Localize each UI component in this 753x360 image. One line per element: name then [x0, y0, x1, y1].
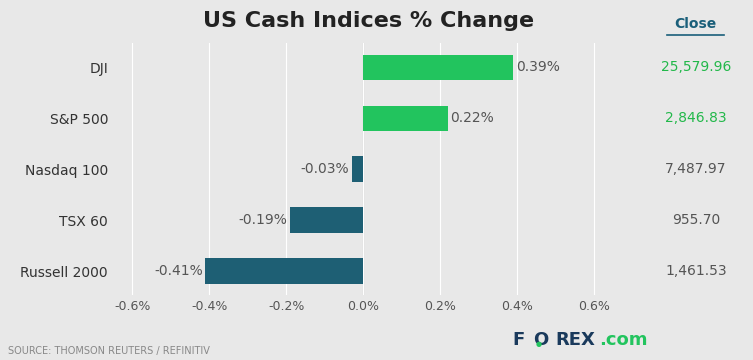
Title: US Cash Indices % Change: US Cash Indices % Change: [203, 10, 535, 31]
Text: -0.03%: -0.03%: [300, 162, 349, 176]
Text: 2,846.83: 2,846.83: [665, 111, 727, 125]
Text: 955.70: 955.70: [672, 213, 720, 227]
Text: REX: REX: [556, 331, 596, 349]
Text: 25,579.96: 25,579.96: [660, 60, 731, 75]
Bar: [352, 157, 363, 182]
Bar: [363, 55, 514, 80]
Text: 0.22%: 0.22%: [450, 111, 494, 125]
Text: -0.19%: -0.19%: [239, 213, 288, 227]
Text: ●: ●: [536, 341, 542, 347]
Text: SOURCE: THOMSON REUTERS / REFINITIV: SOURCE: THOMSON REUTERS / REFINITIV: [8, 346, 209, 356]
Text: Close: Close: [675, 17, 717, 31]
Bar: [290, 207, 363, 233]
Text: -0.41%: -0.41%: [154, 264, 203, 278]
Text: O: O: [533, 331, 548, 349]
Text: F: F: [512, 331, 524, 349]
Text: 0.39%: 0.39%: [516, 60, 559, 75]
Text: .com: .com: [599, 331, 647, 349]
Bar: [206, 258, 363, 284]
Text: 7,487.97: 7,487.97: [665, 162, 727, 176]
Bar: [363, 105, 448, 131]
Text: 1,461.53: 1,461.53: [665, 264, 727, 278]
